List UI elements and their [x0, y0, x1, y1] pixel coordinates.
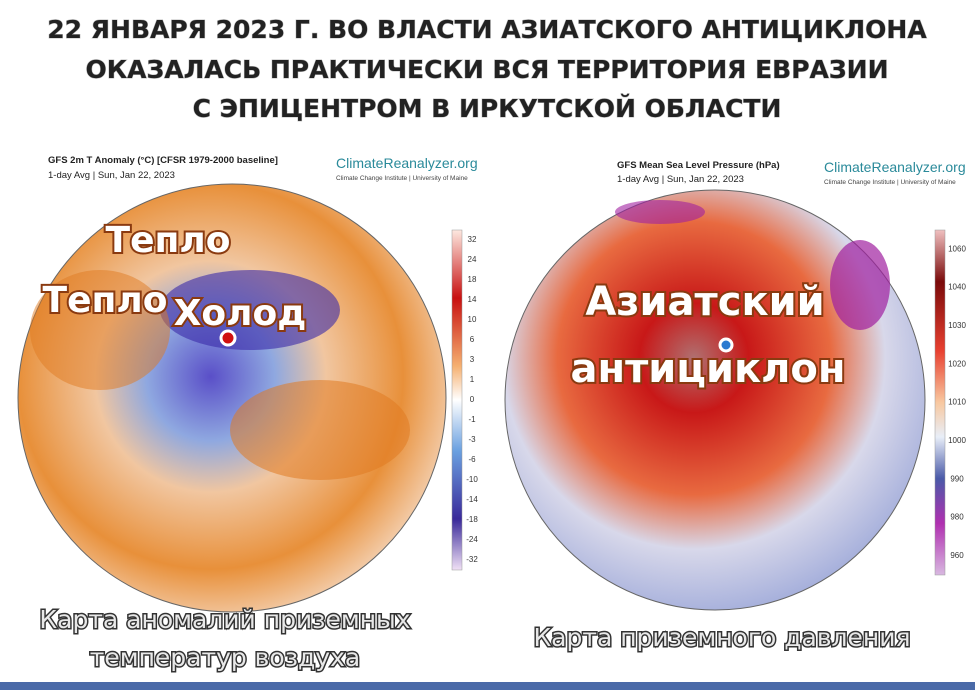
colorbar-label: 1010: [948, 398, 966, 407]
brand: ClimateReanalyzer.org: [824, 159, 966, 175]
low-pressure-area: [615, 200, 705, 224]
colorbar-label: -3: [468, 435, 476, 444]
colorbar-label: 3: [470, 355, 475, 364]
map-label: антициклон: [570, 346, 845, 392]
cold-area: [160, 270, 340, 350]
colorbar-label: 10: [468, 315, 477, 324]
colorbar-label: 990: [950, 474, 964, 483]
colorbar-label: 1060: [948, 244, 966, 253]
colorbar-label: -10: [466, 475, 478, 484]
colorbar-label: -14: [466, 495, 478, 504]
title-line: ОКАЗАЛАСЬ ПРАКТИЧЕСКИ ВСЯ ТЕРРИТОРИЯ ЕВР…: [85, 55, 888, 84]
brand: ClimateReanalyzer.org: [336, 155, 478, 171]
caption: Карта аномалий приземных: [39, 605, 410, 634]
colorbar-label: 14: [468, 295, 477, 304]
colorbar-label: 1040: [948, 283, 966, 292]
colorbar: [934, 229, 946, 576]
map-label: Тепло: [43, 280, 168, 321]
map-label: Азиатский: [585, 279, 824, 325]
caption: температур воздуха: [90, 643, 360, 672]
colorbar-label: 0: [470, 395, 475, 404]
colorbar-label: 1020: [948, 359, 966, 368]
warm-area: [230, 380, 410, 480]
title-line: 22 ЯНВАРЯ 2023 Г. ВО ВЛАСТИ АЗИАТСКОГО А…: [47, 15, 927, 44]
colorbar-label: 960: [950, 551, 964, 560]
epicenter-marker: [718, 337, 734, 353]
brand-affiliation: Climate Change Institute | University of…: [824, 179, 956, 186]
globe: [504, 189, 926, 611]
colorbar-label: -18: [466, 515, 478, 524]
map-label: Холод: [174, 293, 307, 334]
low-pressure-area: [830, 240, 890, 330]
title-line: С ЭПИЦЕНТРОМ В ИРКУТСКОЙ ОБЛАСТИ: [193, 94, 782, 123]
colorbar-label: -6: [468, 455, 476, 464]
caption: Карта приземного давления: [533, 623, 910, 652]
bottom-bar: [0, 682, 975, 690]
brand-affiliation: Climate Change Institute | University of…: [336, 175, 468, 182]
map-subtitle: 1-day Avg | Sun, Jan 22, 2023: [617, 174, 744, 185]
warm-area: [30, 270, 170, 390]
colorbar-label: 18: [468, 275, 477, 284]
colorbar-label: -32: [466, 555, 478, 564]
epicenter-marker: [219, 329, 237, 347]
colorbar-label: 1030: [948, 321, 966, 330]
colorbar-label: 1000: [948, 436, 966, 445]
colorbar-label: 6: [470, 335, 475, 344]
map-title: GFS 2m T Anomaly (°C) [CFSR 1979-2000 ba…: [48, 155, 278, 166]
colorbar-label: -1: [468, 415, 476, 424]
map-subtitle: 1-day Avg | Sun, Jan 22, 2023: [48, 170, 175, 181]
map-title: GFS Mean Sea Level Pressure (hPa): [617, 160, 780, 171]
colorbar-label: -24: [466, 535, 478, 544]
colorbar-label: 32: [468, 235, 477, 244]
colorbar: [451, 229, 463, 571]
colorbar-label: 1: [470, 375, 475, 384]
colorbar-label: 24: [468, 255, 477, 264]
colorbar-label: 980: [950, 513, 964, 522]
map-label: Тепло: [106, 220, 231, 261]
